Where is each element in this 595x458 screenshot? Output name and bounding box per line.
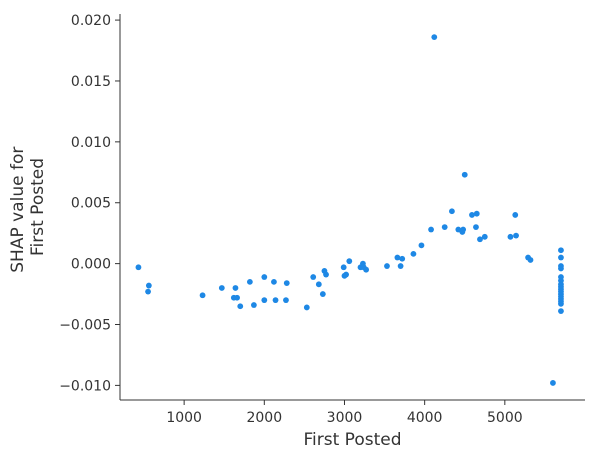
y-axis-label-line-2: First Posted xyxy=(28,158,48,256)
data-point xyxy=(145,282,152,289)
data-point xyxy=(410,250,417,257)
data-point xyxy=(315,281,322,288)
data-points-group xyxy=(135,34,564,386)
data-point xyxy=(319,291,326,297)
data-point xyxy=(461,171,468,178)
data-point xyxy=(261,274,268,280)
y-tick-label: −0.005 xyxy=(59,318,111,334)
data-point xyxy=(261,297,268,304)
data-point xyxy=(481,233,488,240)
x-axis-label: First Posted xyxy=(304,430,402,450)
data-point xyxy=(283,280,290,287)
data-point xyxy=(473,210,480,217)
data-point xyxy=(512,212,519,218)
data-point xyxy=(283,297,289,304)
data-point xyxy=(250,302,257,308)
y-tick-label: 0.015 xyxy=(71,74,111,90)
data-point xyxy=(340,264,347,271)
data-point xyxy=(218,285,225,291)
data-point xyxy=(303,304,310,311)
data-point xyxy=(234,294,240,301)
data-point xyxy=(199,292,206,299)
data-point xyxy=(469,212,475,218)
data-point xyxy=(397,263,404,269)
data-point xyxy=(384,263,390,269)
y-axis-label: SHAP value for First Posted xyxy=(8,141,48,272)
data-point xyxy=(145,288,151,295)
data-point xyxy=(428,226,434,233)
y-tick-label: 0.010 xyxy=(71,135,111,151)
data-point xyxy=(399,255,406,262)
data-point xyxy=(232,285,239,291)
data-point xyxy=(441,224,448,230)
data-point xyxy=(477,236,483,243)
data-point xyxy=(394,254,401,261)
data-point xyxy=(449,208,455,215)
data-point xyxy=(323,271,329,278)
data-point xyxy=(418,242,425,249)
data-point xyxy=(346,258,353,265)
x-tick-label: 4000 xyxy=(407,410,443,426)
y-tick-label: 0.005 xyxy=(71,196,111,212)
data-point xyxy=(527,257,534,263)
y-tick-label: 0.020 xyxy=(71,13,111,29)
data-point xyxy=(558,300,564,307)
data-point xyxy=(460,226,467,233)
data-point xyxy=(473,224,479,230)
x-tick-label: 2000 xyxy=(246,410,282,426)
data-point xyxy=(558,254,564,261)
data-point xyxy=(431,34,438,41)
x-tick-label: 1000 xyxy=(166,410,202,426)
data-point xyxy=(246,278,253,285)
x-tick-label: 3000 xyxy=(327,410,363,426)
data-point xyxy=(135,264,142,271)
data-point xyxy=(558,308,564,315)
x-tick-label: 5000 xyxy=(487,410,523,426)
data-point xyxy=(363,266,370,273)
data-point xyxy=(343,271,349,278)
data-point xyxy=(507,233,514,240)
data-point xyxy=(558,247,564,254)
y-axis-ticks: 0.020 0.015 0.010 0.005 0.000 −0.005 −0.010 xyxy=(59,13,120,394)
x-axis-ticks: 1000 2000 3000 4000 5000 xyxy=(166,400,523,426)
data-point xyxy=(237,303,244,310)
data-point xyxy=(550,380,556,386)
y-axis-label-line-1: SHAP value for xyxy=(8,147,28,273)
data-point xyxy=(272,297,279,304)
data-point xyxy=(558,265,564,272)
data-point xyxy=(271,278,277,285)
data-point xyxy=(310,274,317,280)
data-point xyxy=(513,232,519,239)
y-tick-label: 0.000 xyxy=(71,257,111,273)
y-tick-label: −0.010 xyxy=(59,378,111,394)
